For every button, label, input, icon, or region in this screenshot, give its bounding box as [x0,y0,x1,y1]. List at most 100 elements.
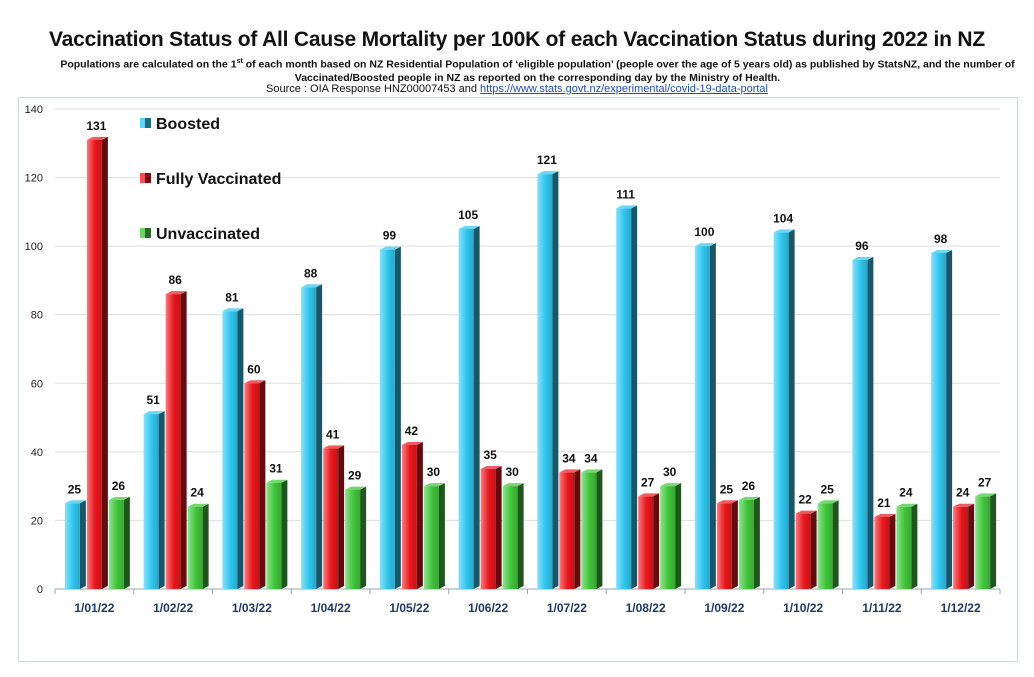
bar-front-face [896,506,912,589]
bar-top-face [143,411,165,415]
bar-top-face [266,479,288,483]
legend-item-boosted: Boosted [140,116,220,133]
bar-front-face [86,139,102,589]
bar-side-face [360,486,367,589]
bar-side-face [123,496,130,589]
bar-front-face [616,208,632,589]
bar-front-face [345,489,361,589]
source-text: Source : OIA Response HNZ00007453 and [266,83,481,95]
x-tick-label: 1/01/22 [74,601,114,615]
bar-front-face [852,259,868,589]
data-label: 34 [584,451,598,465]
bar-top-face [64,500,86,504]
bar-front-face [423,486,439,589]
bar-boosted [64,500,86,589]
subtitle-superscript: st [236,58,243,65]
bar-unvaccinated [660,483,682,589]
bar-side-face [946,250,953,589]
bar-front-face [716,503,732,589]
bar-unvaccinated [423,483,445,589]
plot-frame [18,97,1018,662]
bar-front-face [638,496,654,589]
subtitle-line1-start: Populations are calculated on the 1 [60,58,237,71]
bar-top-face [874,514,896,517]
data-label: 42 [405,424,419,438]
bar-side-face [237,308,244,589]
bar-side-face [316,284,323,589]
bar-front-face [323,448,339,589]
bar-top-face [581,469,603,473]
bar-boosted [616,205,638,589]
x-tick-label: 1/08/22 [626,601,666,615]
data-label: 81 [225,290,239,304]
y-tick-label: 120 [25,173,43,185]
legend-swatch-side [145,228,151,238]
data-label: 27 [978,475,992,489]
legend-swatch [140,118,148,128]
bar-unvaccinated [345,486,367,589]
bar-front-face [817,503,833,589]
bar-front-face [502,486,518,589]
x-tick-label: 1/03/22 [232,601,272,615]
bar-side-face [416,442,423,589]
data-label: 29 [348,469,362,483]
bar-front-face [379,249,395,590]
y-tick-label: 100 [25,241,43,253]
bar-top-face [896,503,918,507]
bar-unvaccinated [896,503,918,589]
bar-top-face [323,445,345,449]
data-label: 104 [773,211,793,225]
bar-boosted [222,308,244,589]
bar-top-face [222,308,244,312]
data-label: 98 [934,232,948,246]
bar-side-face [338,445,345,589]
bar-fully-vaccinated [86,136,108,589]
bar-front-face [480,469,496,589]
bar-side-face [631,205,638,589]
bar-boosted [852,256,874,589]
bar-front-face [795,513,811,589]
bar-front-face [738,499,754,589]
y-tick-label: 40 [31,447,43,459]
data-label: 121 [537,153,557,167]
bar-top-face [738,496,760,500]
legend-swatch-side [145,118,151,128]
data-label: 131 [86,119,106,133]
bar-side-face [810,510,817,589]
bar-fully-vaccinated [638,493,660,589]
bar-top-face [401,442,423,445]
bar-front-face [975,496,991,589]
bar-side-face [832,500,839,589]
chart-title: Vaccination Status of All Cause Mortalit… [49,28,985,51]
legend-swatch-side [145,173,151,183]
x-tick-label: 1/05/22 [389,601,429,615]
bar-side-face [709,243,716,589]
x-tick-label: 1/11/22 [862,601,902,615]
legend-swatch [140,228,148,238]
source-link[interactable]: https://www.stats.govt.nz/experimental/c… [480,83,768,95]
bar-side-face [968,503,975,589]
chart-subtitle: Populations are calculated on the 1st of… [60,55,1015,85]
bar-boosted [931,250,953,589]
bar-front-face [458,229,474,589]
bar-side-face [438,483,445,589]
bar-front-face [581,472,597,589]
data-label: 105 [458,208,478,222]
legend-item-unvaccinated: Unvaccinated [140,226,260,243]
data-label: 86 [168,273,182,287]
data-label: 41 [326,427,340,441]
data-labels: 25 131 26 51 86 24 81 60 31 88 41 29 99 42 30 105 35 30 12… [68,119,992,510]
bar-top-face [931,250,953,253]
bar-front-face [266,482,282,589]
data-label: 30 [505,465,519,479]
bar-unvaccinated [502,483,524,589]
bar-top-face [795,510,817,514]
bar-top-face [694,243,716,247]
data-label: 30 [427,465,441,479]
data-label: 111 [616,187,635,201]
data-label: 88 [304,266,318,280]
bar-front-face [694,246,710,589]
bar-fully-vaccinated [716,500,738,589]
data-label: 35 [483,448,497,462]
bar-front-face [537,174,553,589]
